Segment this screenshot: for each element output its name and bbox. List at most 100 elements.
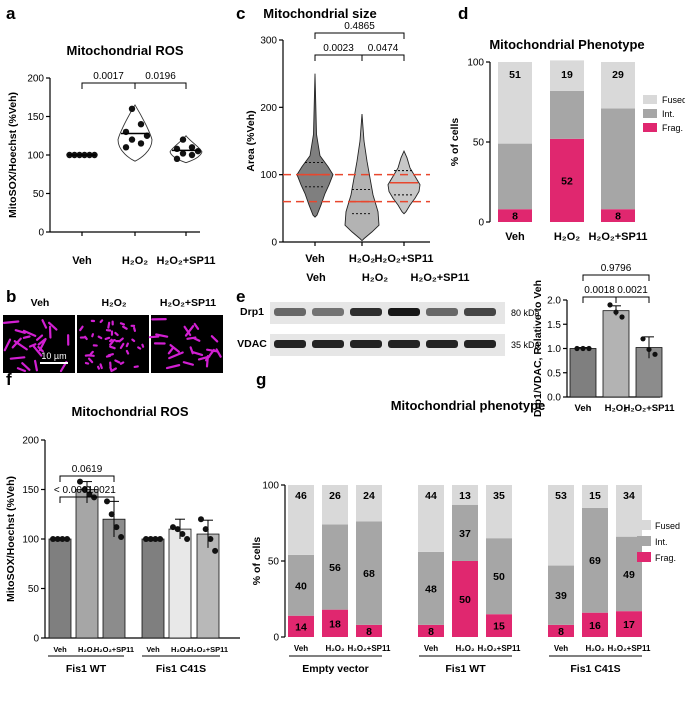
g-legend-label-0: Fused	[655, 521, 680, 531]
f-point-0-2	[59, 536, 66, 542]
b-mito-2-1	[167, 347, 174, 355]
g-label-Fused-3: 44	[425, 490, 437, 502]
f-xlabel-2: H₂O₂+SP11	[94, 645, 134, 654]
e-blot-strip-0	[270, 302, 505, 324]
e-xlabel-1: H₂O₂	[605, 403, 628, 414]
g-label-Frag.-2: 8	[366, 626, 372, 638]
g-bar-Int.-8	[616, 536, 642, 612]
f-ylabel: MitoSOX/Hoechst (%Veh)	[5, 476, 17, 602]
c-ytick-label-1: 100	[260, 170, 277, 181]
b-mito-2-21	[184, 325, 195, 337]
b-mito-0-10	[22, 335, 31, 339]
d-bar-Fused-1	[550, 60, 584, 91]
e-ytick-label-0: 0.0	[547, 393, 561, 404]
b-mito-1-31	[99, 363, 103, 370]
g-bar-Int.-6	[548, 565, 574, 625]
g-bar-Fused-1	[322, 485, 348, 525]
e-blot-strip-1	[270, 334, 505, 356]
b-mito-1-7	[114, 359, 121, 364]
b-mito-2-9	[148, 335, 160, 339]
a-point-2-3	[194, 147, 202, 155]
b-mito-2-13	[191, 350, 204, 357]
panel-label-f: f	[6, 370, 12, 389]
g-group-2: Fis1 C41S	[570, 663, 620, 675]
d-bar-Frag.-2	[601, 209, 635, 222]
a-point-2-4	[179, 150, 187, 157]
g-bar-Frag.-7	[582, 612, 608, 637]
b-scalebar-label: 10 µm	[41, 351, 66, 361]
d-title: Mitochondrial Phenotype	[489, 37, 644, 52]
e-band-0-2	[350, 308, 382, 316]
f-ytick-label-2: 100	[22, 535, 39, 546]
f-xlabel-1: H₂O₂	[78, 645, 96, 654]
c-violin-0	[296, 73, 334, 218]
b-mito-1-4	[79, 325, 84, 332]
d-legend-label-1: Int.	[662, 109, 675, 119]
a-xlabel-0: Veh	[72, 255, 92, 267]
b-mito-1-40	[125, 342, 129, 348]
a-point-2-6	[173, 155, 181, 163]
e-band-0-3	[388, 308, 420, 316]
e-blot-header-0: Veh	[306, 272, 326, 284]
a-point-1-0	[128, 105, 136, 113]
b-mito-0-18	[9, 356, 26, 360]
a-cmp-0-pvalue: 0.0017	[93, 71, 124, 82]
g-xlabel-6: Veh	[554, 644, 568, 653]
f-group-0: Fis1 WT	[66, 663, 107, 675]
f-point-3-0	[143, 536, 149, 542]
g-bar-Fused-6	[548, 485, 574, 566]
c-ytick-label-0: 0	[271, 238, 277, 249]
c-ytick-label-3: 300	[260, 36, 277, 47]
a-cmp-1-pvalue: 0.0196	[145, 71, 176, 82]
c-cmp-2-bracket	[361, 54, 405, 61]
g-bar-Fused-7	[582, 485, 608, 508]
g-label-Int.-1: 56	[329, 562, 341, 574]
b-mito-2-8	[210, 335, 219, 343]
f-point-3-2	[152, 536, 159, 542]
b-mito-2-16	[168, 351, 184, 360]
b-mito-1-24	[118, 337, 124, 343]
b-mito-1-39	[114, 331, 119, 337]
g-label-Fused-7: 15	[589, 490, 601, 502]
f-title: Mitochondrial ROS	[72, 404, 189, 419]
c-cmp-0-pvalue: 0.4865	[344, 21, 375, 32]
d-legend-label-0: Fused	[662, 95, 685, 105]
f-ytick-label-4: 200	[22, 436, 39, 447]
a-ytick-label-1: 50	[33, 189, 45, 200]
f-point-4-1	[174, 526, 181, 533]
g-legend-swatch-0	[637, 520, 651, 530]
e-band-1-2	[350, 340, 382, 348]
f-point-1-0	[77, 478, 83, 485]
f-point-0-0	[50, 536, 56, 542]
g-label-Int.-5: 50	[493, 571, 505, 583]
d-label-fused-0: 51	[509, 69, 521, 81]
b-mito-0-14	[3, 338, 12, 352]
b-mito-1-29	[141, 343, 145, 348]
g-bar-Frag.-1	[322, 609, 348, 637]
f-cmp-0-bracket	[59, 475, 115, 482]
b-mito-2-20	[186, 336, 197, 340]
e-blot-size-0: 80 kDa	[511, 308, 540, 318]
d-bar-Fused-0	[498, 62, 532, 144]
panel-label-a: a	[6, 4, 16, 23]
c-cmp-2-pvalue: 0.0474	[368, 43, 399, 54]
g-bar-Frag.-6	[548, 624, 574, 637]
g-bar-Int.-1	[322, 524, 348, 610]
b-mito-1-22	[111, 367, 117, 372]
f-cmp-2-bracket	[86, 496, 115, 503]
e-point-0-2	[586, 345, 592, 352]
b-mito-1-30	[89, 350, 94, 355]
f-point-2-1	[108, 511, 115, 518]
g-label-Int.-7: 69	[589, 555, 601, 567]
a-ytick-label-0: 0	[38, 228, 44, 239]
e-band-1-0	[274, 340, 306, 348]
a-ytick-label-3: 150	[27, 112, 44, 123]
b-mito-2-6	[165, 364, 181, 370]
c-cmp-1-bracket	[314, 54, 363, 61]
a-violin-2	[169, 134, 203, 164]
b-header-0: Veh	[31, 297, 50, 309]
f-cmp-1-pvalue: < 0.0001	[54, 485, 94, 496]
b-mito-1-27	[122, 325, 128, 330]
b-mito-0-21	[11, 337, 22, 349]
